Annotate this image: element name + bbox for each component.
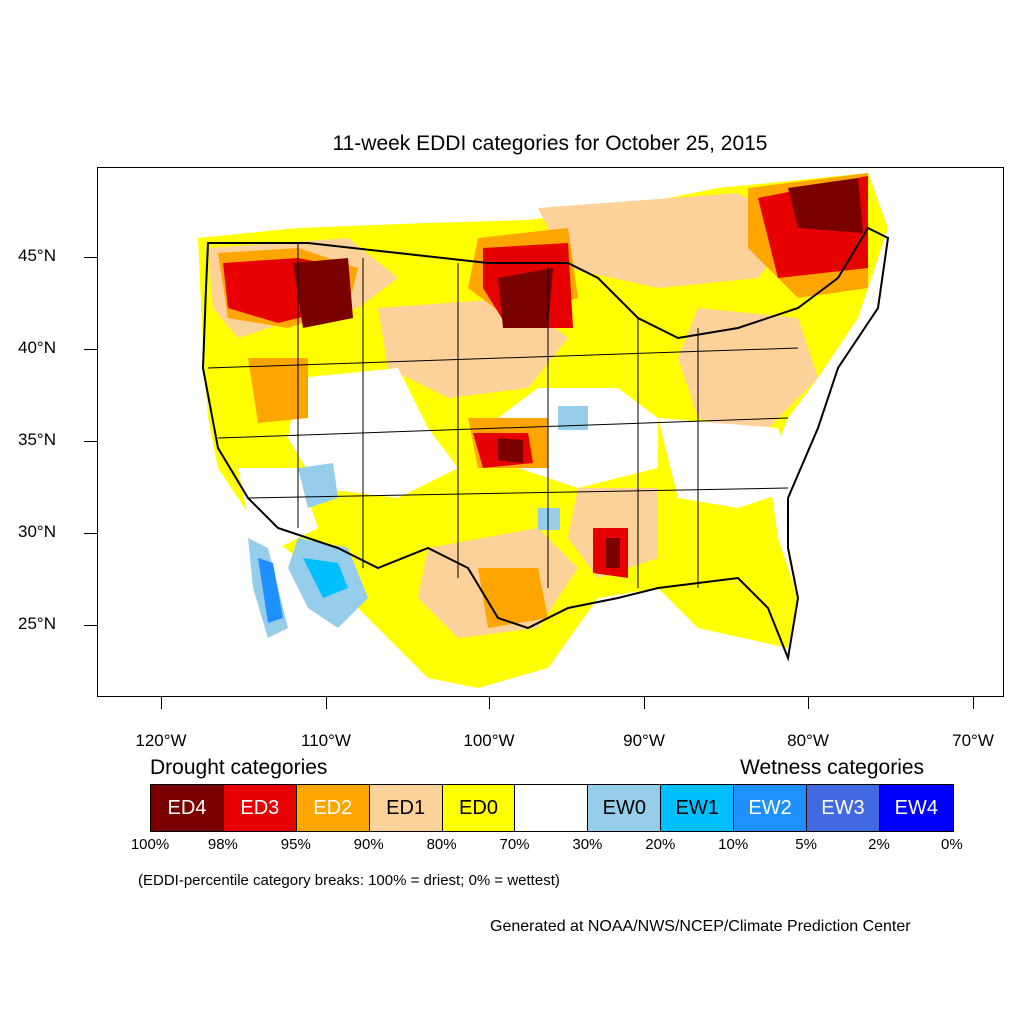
lon-tick-mark: [489, 697, 490, 709]
map-title: 11-week EDDI categories for October 25, …: [332, 132, 768, 155]
legend-swatch-ew1: EW1: [661, 785, 735, 831]
eddi-ed4-region: [498, 438, 523, 463]
percent-break-label: 98%: [207, 836, 238, 853]
eddi-ed4-region: [788, 178, 863, 233]
eddi-ed4-region: [498, 268, 553, 328]
lon-tick-label: 70°W: [952, 731, 994, 750]
legend-swatch-ew3: EW3: [807, 785, 880, 831]
lon-tick-mark: [808, 697, 809, 709]
eddi-ed4-region: [606, 538, 620, 568]
lon-tick-label: 120°W: [135, 731, 187, 750]
percent-break-label: 20%: [645, 836, 676, 853]
state-boundaries: [207, 243, 799, 588]
percent-break-label: 70%: [499, 836, 530, 853]
eddi-ed1-region: [678, 308, 818, 438]
lat-tick-mark: [84, 257, 97, 258]
legend-swatch-ed3: ED3: [223, 785, 297, 831]
percent-break-label: 100%: [130, 836, 170, 853]
eddi-ed2-region: [478, 568, 548, 628]
percent-break-label: 90%: [353, 836, 384, 853]
percent-break-label: 10%: [718, 836, 749, 853]
lat-tick-mark: [84, 625, 97, 626]
eddi-ed1-region: [538, 193, 798, 288]
legend-swatch-ew2: EW2: [734, 785, 808, 831]
lat-tick-mark: [84, 441, 97, 442]
category-note: (EDDI-percentile category breaks: 100% =…: [138, 872, 560, 889]
lon-tick-mark: [973, 697, 974, 709]
credit-line: Generated at NOAA/NWS/NCEP/Climate Predi…: [490, 918, 911, 935]
lat-tick-label: 45°N: [18, 246, 56, 265]
lon-tick-label: 80°W: [787, 731, 829, 750]
percent-break-label: 80%: [426, 836, 457, 853]
category-legend: ED4 ED3 ED2 ED1 ED0 EW0 EW1 EW2 EW3 EW4: [150, 784, 954, 832]
eddi-ew1-region: [303, 558, 348, 598]
eddi-ew2-region: [258, 558, 283, 623]
percent-break-label: 30%: [572, 836, 603, 853]
lat-tick-label: 25°N: [18, 614, 56, 633]
lat-tick-label: 35°N: [18, 430, 56, 449]
lat-tick-mark: [84, 349, 97, 350]
legend-swatch-neutral: [515, 785, 589, 831]
legend-swatch-ed2: ED2: [296, 785, 370, 831]
lon-tick-mark: [326, 697, 327, 709]
legend-swatch-ed1: ED1: [369, 785, 443, 831]
legend-swatch-ew4: EW4: [879, 785, 953, 831]
conus-outline: [201, 226, 890, 662]
lat-tick-mark: [84, 533, 97, 534]
lat-tick-label: 30°N: [18, 522, 56, 541]
legend-swatch-ed0: ED0: [442, 785, 516, 831]
percent-break-label: 95%: [280, 836, 311, 853]
legend-swatch-ew0: EW0: [588, 785, 662, 831]
lon-tick-mark: [644, 697, 645, 709]
lon-tick-label: 90°W: [623, 731, 665, 750]
wetness-categories-heading: Wetness categories: [740, 756, 925, 779]
eddi-ew0-region: [538, 508, 560, 530]
lon-tick-mark: [161, 697, 162, 709]
percent-break-label: 0%: [941, 836, 963, 853]
eddi-neutral-region: [658, 418, 798, 508]
lat-tick-label: 40°N: [18, 338, 56, 357]
eddi-ew0-region: [558, 406, 588, 430]
lon-tick-label: 110°W: [301, 731, 351, 750]
eddi-ed2-region: [248, 358, 308, 423]
eddi-map: [97, 167, 1004, 697]
lon-tick-label: 100°W: [463, 731, 515, 750]
eddi-ed4-region: [293, 258, 353, 328]
legend-swatch-ed4: ED4: [151, 785, 224, 831]
percent-break-label: 5%: [795, 836, 817, 853]
drought-categories-heading: Drought categories: [150, 756, 328, 779]
percent-break-label: 2%: [868, 836, 890, 853]
